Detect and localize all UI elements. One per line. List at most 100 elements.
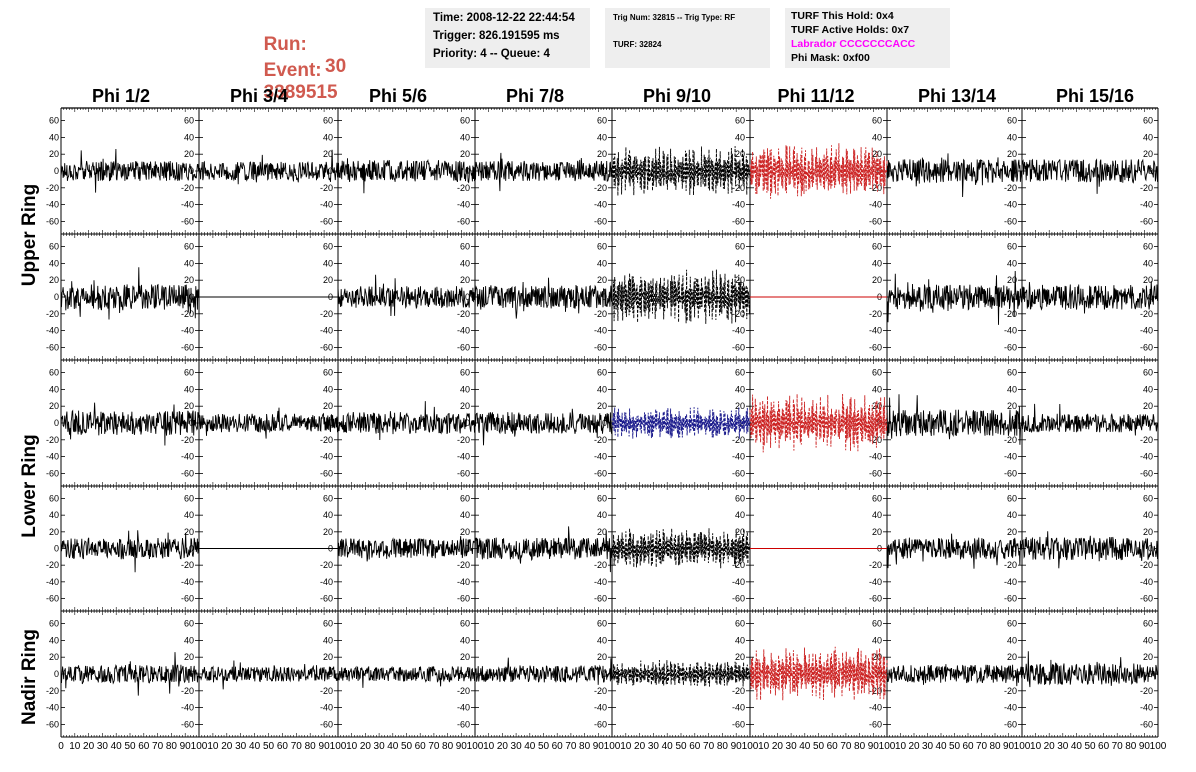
y-tick-label: -60 <box>869 468 882 478</box>
y-tick-label: 60 <box>49 494 59 504</box>
y-tick-label: -40 <box>181 326 194 336</box>
y-tick-label: 20 <box>460 652 470 662</box>
x-tick-label: 100 <box>330 741 347 752</box>
y-tick-label: -60 <box>1004 216 1017 226</box>
y-tick-label: -60 <box>181 342 194 352</box>
y-tick-label: 40 <box>323 510 333 520</box>
y-tick-label: 40 <box>1007 258 1017 268</box>
y-tick-label: 60 <box>1143 242 1153 252</box>
y-tick-label: 40 <box>184 635 194 645</box>
x-tick-label: 10 <box>346 741 358 752</box>
y-tick-label: -20 <box>320 435 333 445</box>
y-tick-label: 20 <box>460 149 470 159</box>
y-tick-label: -20 <box>46 435 59 445</box>
y-tick-label: 40 <box>460 384 470 394</box>
y-tick-label: -20 <box>181 686 194 696</box>
y-tick-label: 60 <box>49 619 59 629</box>
y-tick-label: 20 <box>49 149 59 159</box>
y-tick-label: -40 <box>732 577 745 587</box>
waveform-trace <box>611 528 751 569</box>
y-tick-label: 40 <box>460 635 470 645</box>
y-tick-label: -40 <box>320 577 333 587</box>
waveform-trace <box>474 152 613 192</box>
y-tick-label: 20 <box>735 401 745 411</box>
y-tick-label: -20 <box>869 309 882 319</box>
waveform-trace <box>886 394 1023 445</box>
x-tick-label: 20 <box>360 741 372 752</box>
y-tick-label: 20 <box>872 275 882 285</box>
x-tick-label: 10 <box>620 741 632 752</box>
y-tick-label: 60 <box>323 116 333 126</box>
y-tick-label: -60 <box>869 342 882 352</box>
y-tick-label: 0 <box>465 669 470 679</box>
x-tick-label: 50 <box>401 741 413 752</box>
y-tick-label: 20 <box>184 401 194 411</box>
x-tick-label: 70 <box>291 741 303 752</box>
x-tick-label: 90 <box>868 741 880 752</box>
y-tick-label: 40 <box>1143 132 1153 142</box>
y-tick-label: -60 <box>181 594 194 604</box>
y-tick-label: -40 <box>181 452 194 462</box>
x-tick-label: 80 <box>854 741 866 752</box>
y-tick-label: -40 <box>594 326 607 336</box>
y-tick-label: -60 <box>1004 342 1017 352</box>
y-tick-label: 40 <box>1007 132 1017 142</box>
y-tick-label: -40 <box>869 577 882 587</box>
y-tick-label: -20 <box>869 435 882 445</box>
trigger-text: Trigger: 826.191595 ms <box>433 30 560 42</box>
y-tick-label: 40 <box>460 258 470 268</box>
waveform-trace <box>886 153 1023 198</box>
y-tick-label: 60 <box>872 619 882 629</box>
y-tick-label: 40 <box>49 635 59 645</box>
y-tick-label: 60 <box>49 368 59 378</box>
waveform-trace <box>337 665 476 688</box>
y-tick-label: -20 <box>457 560 470 570</box>
y-tick-label: 60 <box>872 368 882 378</box>
y-tick-label: 20 <box>1007 652 1017 662</box>
y-tick-label: -60 <box>1004 594 1017 604</box>
y-tick-label: -20 <box>1004 560 1017 570</box>
x-tick-label: 30 <box>374 741 386 752</box>
x-tick-label: 0 <box>58 741 64 752</box>
y-tick-label: 40 <box>1143 510 1153 520</box>
y-tick-label: 40 <box>597 258 607 268</box>
y-tick-label: -40 <box>1140 452 1153 462</box>
y-tick-label: -20 <box>732 686 745 696</box>
y-tick-label: -40 <box>594 452 607 462</box>
y-tick-label: 0 <box>1012 544 1017 554</box>
y-tick-label: 0 <box>328 669 333 679</box>
y-tick-label: 60 <box>184 619 194 629</box>
y-tick-label: -40 <box>732 452 745 462</box>
y-tick-label: 40 <box>735 635 745 645</box>
y-tick-label: 40 <box>1007 384 1017 394</box>
y-tick-label: 60 <box>1007 368 1017 378</box>
y-tick-label: 40 <box>872 132 882 142</box>
y-tick-label: -40 <box>732 326 745 336</box>
y-tick-label: 60 <box>597 116 607 126</box>
y-tick-label: -60 <box>181 719 194 729</box>
y-tick-label: -60 <box>869 594 882 604</box>
trigger-info-box: Trig Num: 32815 -- Trig Type: RF TURF: 3… <box>605 8 770 68</box>
y-tick-label: -40 <box>457 703 470 713</box>
y-tick-label: -20 <box>869 686 882 696</box>
x-tick-label: 70 <box>565 741 577 752</box>
turf-this-hold-text: TURF This Hold: 0x4 <box>791 10 894 22</box>
column-label-phi-13-14: Phi 13/14 <box>917 86 997 106</box>
y-tick-label: 40 <box>184 510 194 520</box>
y-tick-label: -40 <box>46 326 59 336</box>
x-tick-label: 10 <box>69 741 81 752</box>
y-tick-label: 0 <box>465 292 470 302</box>
y-tick-label: -40 <box>320 200 333 210</box>
waveform-trace <box>337 401 476 441</box>
y-tick-label: 40 <box>735 258 745 268</box>
x-tick-label: 10 <box>207 741 219 752</box>
y-tick-label: 0 <box>740 669 745 679</box>
event-label: Event: <box>263 60 322 81</box>
y-tick-label: 60 <box>1143 494 1153 504</box>
x-tick-label: 90 <box>731 741 743 752</box>
